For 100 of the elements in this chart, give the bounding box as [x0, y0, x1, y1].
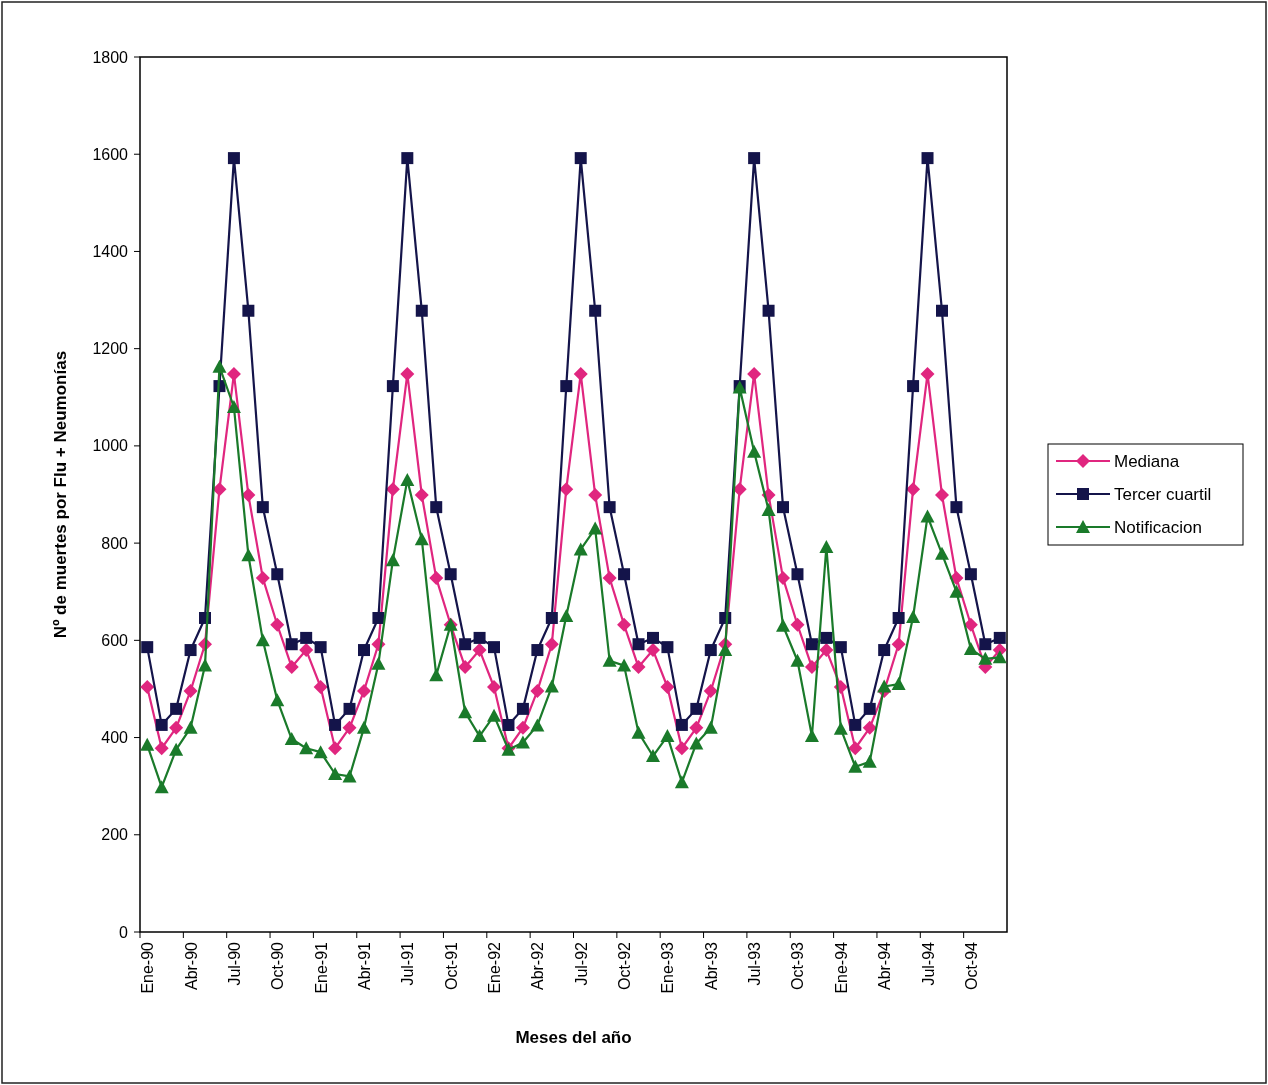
point [342, 720, 357, 735]
point [155, 718, 168, 731]
point [400, 366, 415, 381]
point [226, 366, 241, 381]
point [140, 680, 155, 694]
y-axis-title: Nº de muertes por Flu + Neumonías [51, 350, 70, 639]
point [819, 643, 834, 658]
point [790, 653, 805, 667]
point [574, 152, 587, 165]
point [270, 617, 285, 632]
point [645, 643, 660, 658]
point [429, 571, 444, 586]
point [328, 741, 343, 756]
point [660, 680, 675, 694]
legend-label: Mediana [1114, 451, 1180, 471]
point [516, 702, 529, 715]
legend-label: Tercer cuartil [1114, 484, 1212, 504]
point [891, 637, 906, 652]
x-tick-label: Oct-93 [789, 941, 807, 991]
point [472, 643, 487, 658]
point [892, 611, 905, 624]
point [618, 568, 631, 581]
point [356, 683, 371, 698]
point [934, 487, 949, 502]
point [804, 660, 819, 675]
x-tick-label: Oct-91 [442, 941, 460, 991]
point [747, 444, 762, 458]
point [777, 501, 790, 514]
point [949, 584, 964, 598]
point [285, 638, 298, 651]
y-tick-label: 1000 [92, 437, 129, 455]
x-tick-label: Jul-90 [225, 941, 243, 986]
point [993, 631, 1006, 644]
point [371, 656, 386, 670]
point [459, 638, 472, 651]
x-tick-label: Ene-92 [486, 941, 504, 994]
point [963, 617, 978, 632]
point [747, 366, 762, 381]
point [141, 641, 154, 654]
y-tick-label: 200 [101, 826, 129, 844]
point [920, 509, 935, 523]
point [820, 631, 833, 644]
point [921, 152, 934, 165]
point [907, 380, 920, 393]
point [588, 521, 603, 535]
y-tick-label: 800 [101, 534, 129, 552]
point [430, 501, 443, 514]
point [270, 693, 285, 707]
point [400, 472, 415, 486]
point [934, 546, 949, 560]
point [979, 638, 992, 651]
point [631, 660, 646, 675]
point [458, 660, 473, 675]
point [472, 729, 487, 743]
point [458, 705, 473, 719]
point [530, 683, 545, 698]
point [761, 503, 776, 517]
point [357, 644, 370, 657]
point [487, 708, 502, 722]
point [313, 680, 328, 694]
point [299, 741, 314, 755]
point [805, 638, 818, 651]
point [660, 729, 675, 743]
point [531, 644, 544, 657]
point [703, 720, 718, 734]
point [487, 680, 502, 694]
point [935, 304, 948, 317]
point [992, 650, 1007, 664]
point [545, 611, 558, 624]
point [385, 553, 400, 567]
y-tick-label: 1800 [92, 48, 129, 66]
x-tick-label: Abr-91 [355, 941, 373, 991]
point [386, 380, 399, 393]
point [718, 643, 733, 657]
point [603, 501, 616, 514]
point [602, 571, 617, 586]
x-axis-title: Meses del año [515, 1028, 632, 1047]
point [183, 683, 198, 698]
point [530, 718, 545, 732]
point [834, 641, 847, 654]
point [674, 775, 689, 789]
point [791, 568, 804, 581]
point [920, 366, 935, 381]
point [963, 642, 978, 656]
point [689, 720, 704, 735]
point [906, 482, 921, 497]
point [703, 683, 718, 698]
point [646, 631, 659, 644]
point [849, 718, 862, 731]
point [255, 571, 270, 586]
point [544, 637, 559, 652]
x-tick-label: Oct-90 [269, 941, 287, 991]
point [762, 304, 775, 317]
y-tick-label: 1400 [92, 243, 129, 261]
point [560, 380, 573, 393]
x-tick-label: Jul-93 [746, 941, 764, 986]
point [342, 769, 357, 783]
point [645, 749, 660, 763]
point [502, 718, 515, 731]
point [877, 679, 892, 693]
